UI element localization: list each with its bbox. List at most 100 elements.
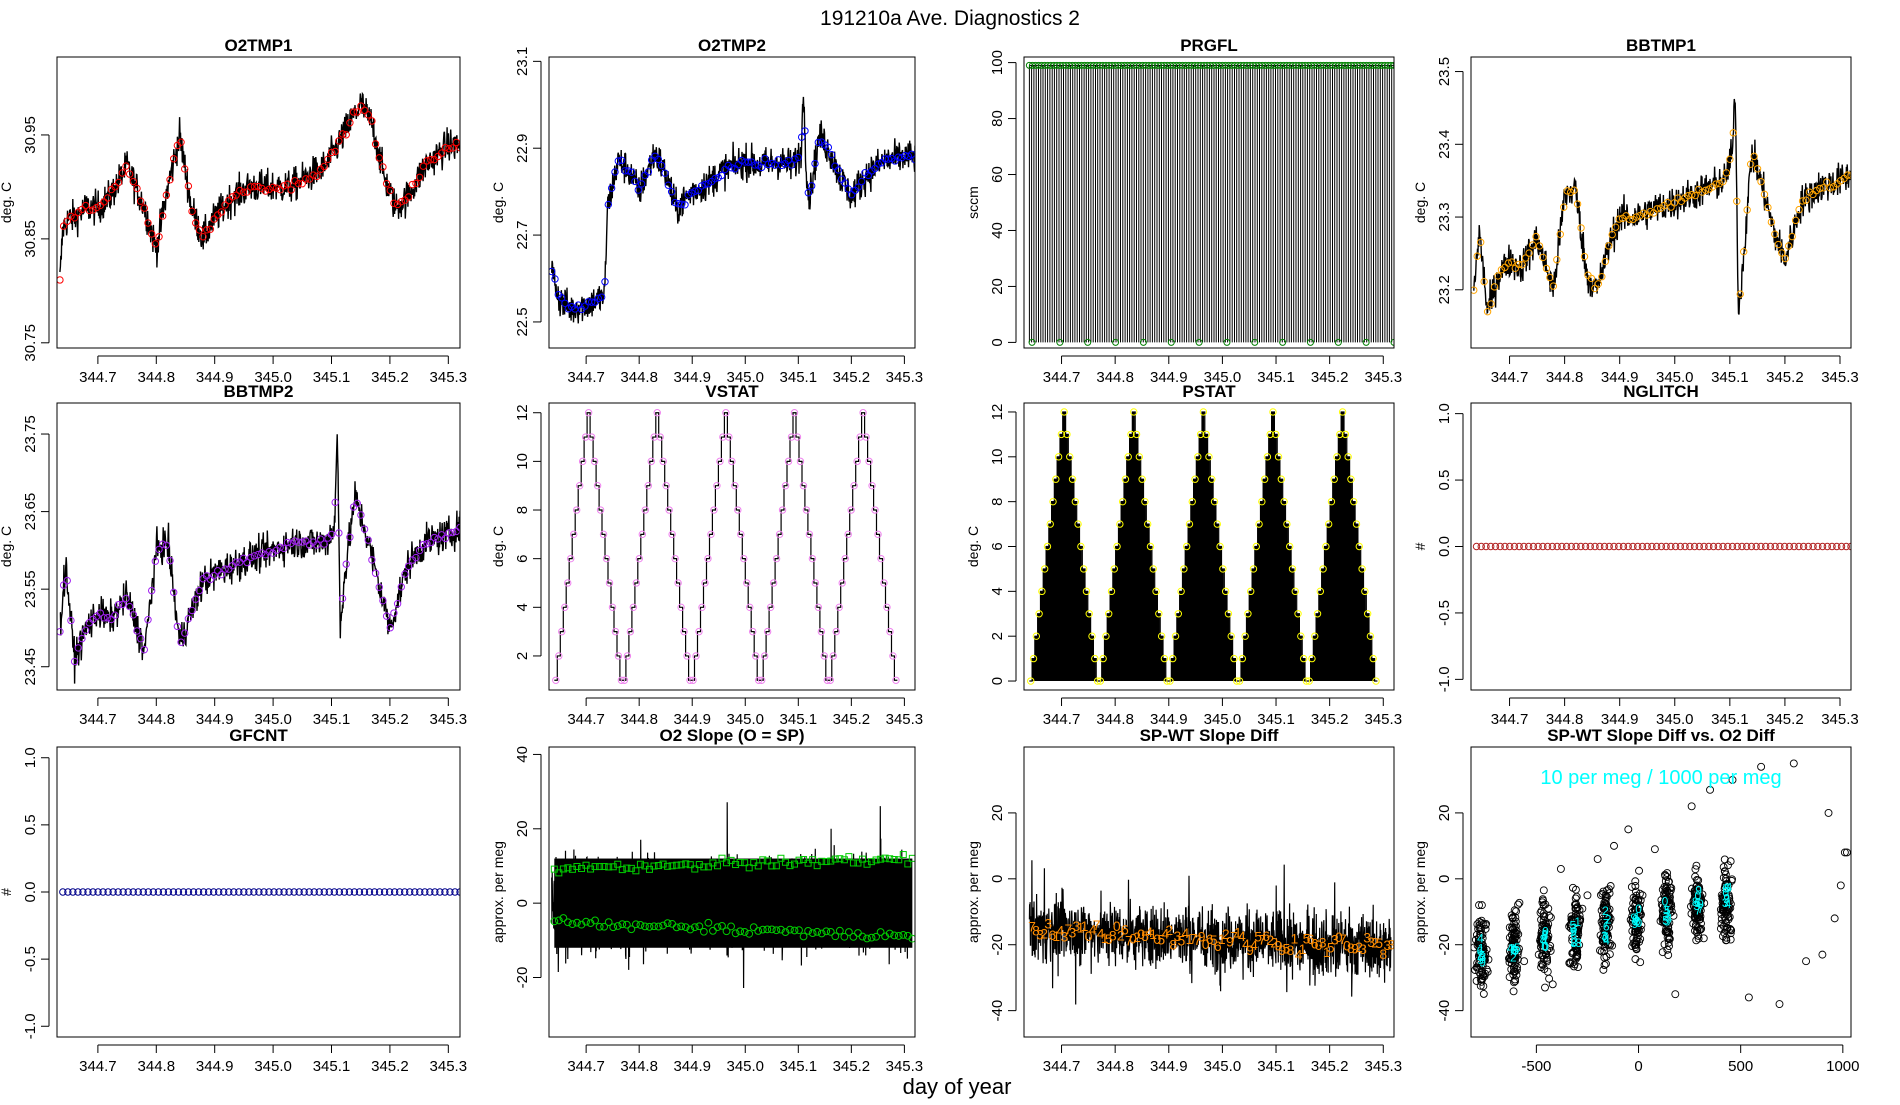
data-point-nglitch (1596, 542, 1604, 551)
data-point-nglitch (1591, 542, 1599, 551)
data-point-o2tmp2 (824, 143, 833, 152)
ylabel-bbtmp1: deg. C (1412, 182, 1428, 223)
data-point-square-o2slope (827, 857, 835, 865)
frame-bbtmp1 (1470, 56, 1852, 349)
data-point-nglitch (1520, 542, 1528, 551)
data-point-vstat (766, 603, 775, 612)
data-point-spwt-vs-o2 (1477, 901, 1486, 910)
digit-marker-spwt-vs-o2: 8 (1570, 936, 1577, 950)
data-point-circle-o2slope (872, 932, 880, 941)
data-point-o2tmp1 (199, 233, 207, 241)
data-point-vstat (796, 457, 805, 466)
data-point-nglitch (1771, 542, 1779, 551)
data-point-o2tmp1 (386, 186, 394, 195)
data-point-pstat (1305, 677, 1313, 685)
xtick-label-bbtmp1: 345.3 (1821, 369, 1859, 386)
data-point-vstat (665, 506, 673, 514)
data-point-spwt-vs-o2 (1541, 950, 1550, 958)
digit-marker-spwt-vs-o2: 2 (1510, 950, 1517, 964)
data-point-o2tmp2 (794, 153, 803, 162)
digit-marker-spwt: 3 (1367, 934, 1375, 950)
data-point-pstat (1294, 610, 1302, 618)
data-point-nglitch (1487, 542, 1495, 551)
data-point-o2tmp2 (549, 267, 556, 276)
digit-marker-spwt: 2 (1133, 929, 1141, 945)
data-point-spwt-vs-o2 (1636, 958, 1645, 967)
data-point-gfcnt (380, 888, 389, 896)
data-point-spwt-vs-o2 (1632, 945, 1641, 954)
data-point-nglitch (1761, 542, 1770, 551)
xtick-label-prgfl: 344.8 (1096, 369, 1134, 386)
data-point-vstat (865, 457, 873, 466)
data-point-square-o2slope (754, 862, 762, 870)
data-point-nglitch (1690, 542, 1699, 551)
data-point-o2tmp1 (280, 182, 288, 190)
data-point-bbtmp1 (1740, 247, 1748, 256)
digit-marker-spwt: 7 (1258, 931, 1266, 947)
outlier-point-spwt-vs-o2 (1728, 776, 1737, 784)
data-point-gfcnt (275, 888, 283, 896)
digit-marker-spwt-vs-o2: 3 (1571, 921, 1578, 935)
data-point-spwt-vs-o2 (1663, 869, 1672, 878)
data-point-spwt-vs-o2 (1631, 887, 1640, 896)
data-point-nglitch (1619, 542, 1628, 551)
data-point-bbtmp2 (217, 570, 226, 579)
data-point-bbtmp2 (74, 644, 82, 652)
data-point-nglitch (1728, 542, 1737, 551)
series-line-o2tmp2 (551, 96, 915, 324)
data-point-bbtmp2 (63, 576, 71, 585)
data-point-o2tmp2 (637, 180, 646, 188)
data-point-bbtmp1 (1819, 184, 1828, 192)
data-point-vstat (569, 530, 578, 539)
xtick-label-gfcnt: 344.9 (196, 1058, 234, 1075)
data-point-nglitch (1709, 542, 1718, 551)
digit-marker-spwt: 4 (1089, 921, 1097, 937)
digit-marker-spwt: 3 (1383, 937, 1391, 953)
xtick-label-vstat: 344.9 (673, 711, 711, 728)
panel-pstat: PSTAT deg. C 344.7 344.8 344.9 345.0 345.1 345.… (965, 382, 1402, 728)
ytick-label-nglitch: 0.5 (1436, 470, 1453, 491)
data-point-square-o2slope (682, 860, 690, 868)
data-point-spwt-vs-o2 (1546, 913, 1555, 922)
data-point-nglitch (1510, 542, 1519, 551)
data-point-square-o2slope (854, 859, 862, 867)
title-vstat: VSTAT (705, 382, 759, 401)
data-point-pstat (1322, 542, 1330, 551)
data-point-bbtmp2 (353, 499, 361, 508)
data-point-vstat (578, 457, 587, 466)
data-point-spwt-vs-o2 (1538, 951, 1547, 960)
data-point-spwt-vs-o2 (1691, 885, 1700, 894)
data-point-o2tmp1 (63, 217, 71, 225)
title-pstat: PSTAT (1182, 382, 1236, 401)
data-point-circle-o2slope (731, 929, 740, 938)
digit-marker-spwt: 8 (1347, 940, 1355, 956)
data-point-nglitch (1818, 542, 1827, 551)
digit-marker-spwt: 4 (1238, 928, 1246, 944)
data-point-spwt-vs-o2 (1471, 966, 1479, 974)
digit-marker-spwt-vs-o2: 0 (1542, 940, 1549, 954)
data-point-spwt-vs-o2 (1572, 927, 1581, 936)
digit-marker-spwt-vs-o2: 8 (1692, 895, 1699, 909)
data-point-pstat (1224, 610, 1233, 618)
data-point-square-o2slope (904, 860, 912, 868)
data-point-o2tmp1 (247, 183, 255, 191)
data-point-spwt-vs-o2 (1543, 957, 1552, 966)
data-point-vstat (763, 627, 772, 636)
xtick-label-o2tmp2: 344.7 (567, 369, 605, 386)
data-point-nglitch (1472, 542, 1481, 551)
data-point-vstat (680, 627, 688, 636)
data-point-o2tmp1 (441, 143, 450, 152)
data-point-bbtmp1 (1587, 274, 1596, 283)
digit-marker-spwt: 1 (1101, 930, 1109, 946)
data-point-spwt-vs-o2 (1699, 934, 1708, 943)
data-point-square-o2slope (686, 861, 694, 869)
data-point-bbtmp1 (1764, 203, 1772, 212)
data-point-vstat (713, 481, 721, 490)
data-point-pstat (1046, 520, 1054, 528)
digit-marker-spwt: 6 (1311, 935, 1319, 951)
data-point-spwt-vs-o2 (1479, 945, 1488, 953)
xtick-label-pstat: 345.2 (1311, 711, 1349, 728)
data-point-o2tmp1 (206, 225, 215, 233)
data-point-circle-o2slope (559, 914, 568, 922)
data-point-spwt-vs-o2 (1692, 861, 1701, 870)
